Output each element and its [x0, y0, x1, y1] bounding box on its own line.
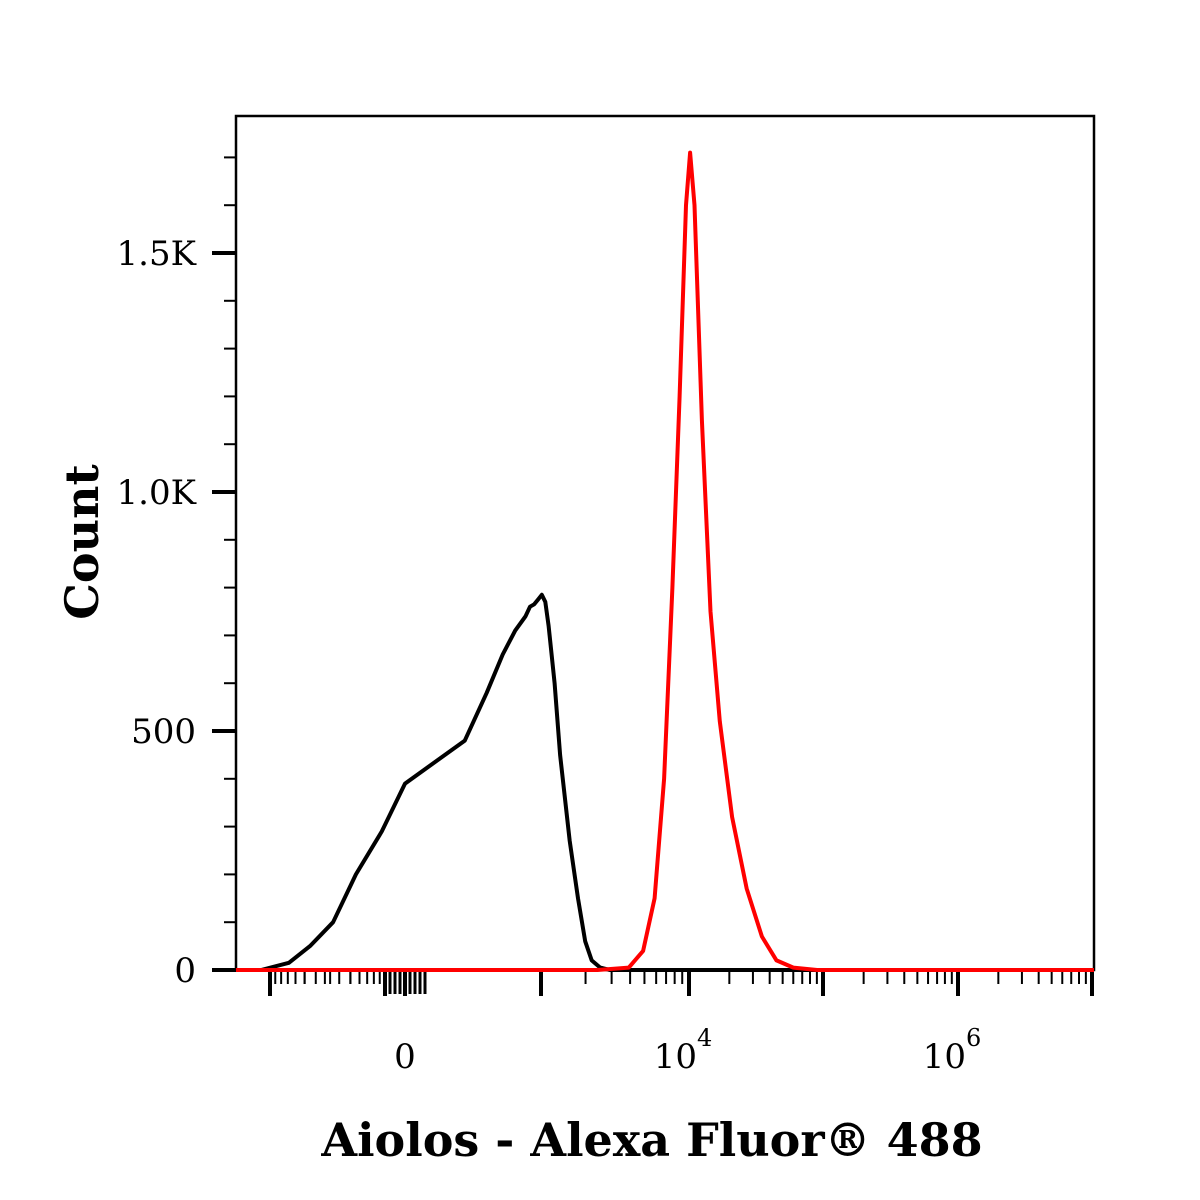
y-tick-label: 0	[174, 951, 196, 991]
histogram-line-1	[236, 592, 1094, 972]
y-axis: 0 500 1.0K 1.5K	[117, 156, 236, 991]
x-axis: 0 104 106	[268, 970, 1094, 1077]
x-tick-label: 104	[654, 1024, 713, 1077]
y-tick-label: 1.0K	[117, 473, 197, 513]
histogram-line-2	[236, 150, 1094, 972]
series-layer	[236, 150, 1094, 972]
x-axis-title: Aiolos - Alexa Fluor® 488	[320, 1113, 982, 1167]
x-tick-label: 106	[923, 1024, 982, 1077]
plot-frame	[234, 114, 1096, 972]
y-tick-label: 1.5K	[117, 234, 197, 274]
y-tick-label: 500	[131, 712, 196, 752]
x-tick-label: 0	[394, 1037, 416, 1077]
y-axis-title: Count	[55, 464, 109, 620]
